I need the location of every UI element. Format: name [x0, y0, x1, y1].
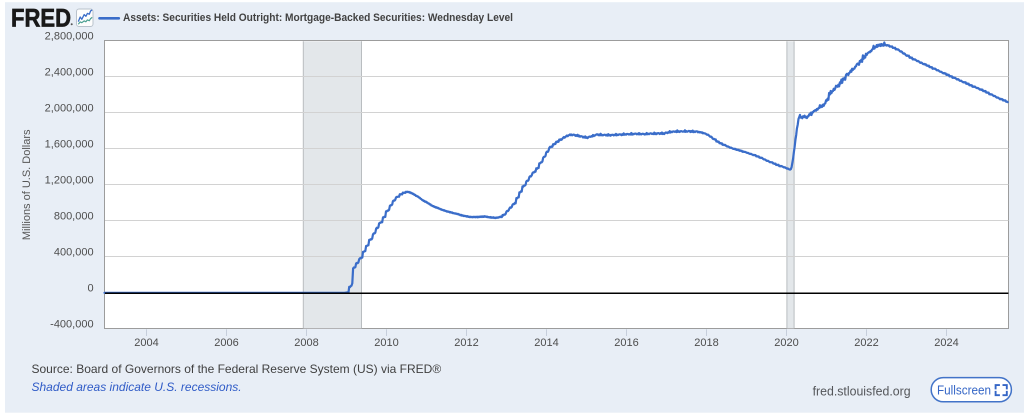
- svg-text:2,000,000: 2,000,000: [45, 102, 94, 114]
- svg-text:2,800,000: 2,800,000: [45, 30, 94, 42]
- svg-text:2016: 2016: [614, 337, 638, 349]
- svg-text:2018: 2018: [694, 337, 718, 349]
- svg-text:2010: 2010: [374, 337, 398, 349]
- svg-text:2012: 2012: [454, 337, 478, 349]
- svg-text:2006: 2006: [214, 337, 238, 349]
- svg-text:2008: 2008: [294, 337, 318, 349]
- svg-text:Fullscreen: Fullscreen: [937, 383, 991, 398]
- svg-text:1,600,000: 1,600,000: [45, 138, 94, 150]
- svg-text:800,000: 800,000: [54, 210, 94, 222]
- svg-text:400,000: 400,000: [54, 246, 94, 258]
- svg-text:Assets: Securities Held Outrig: Assets: Securities Held Outright: Mortga…: [123, 12, 513, 24]
- svg-text:2,400,000: 2,400,000: [45, 66, 94, 78]
- svg-text:Shaded areas indicate U.S. rec: Shaded areas indicate U.S. recessions.: [32, 380, 242, 394]
- svg-text:Millions of U.S. Dollars: Millions of U.S. Dollars: [21, 129, 33, 240]
- svg-text:2022: 2022: [854, 337, 878, 349]
- svg-text:2014: 2014: [534, 337, 558, 349]
- svg-text:1,200,000: 1,200,000: [45, 174, 94, 186]
- svg-text:0: 0: [87, 282, 93, 294]
- svg-text:Source: Board of Governors of: Source: Board of Governors of the Federa…: [32, 362, 442, 376]
- svg-text:2020: 2020: [774, 337, 798, 349]
- svg-text:fred.stlouisfed.org: fred.stlouisfed.org: [813, 385, 911, 399]
- svg-text:2024: 2024: [934, 337, 958, 349]
- svg-text:2004: 2004: [134, 337, 158, 349]
- svg-text:-400,000: -400,000: [50, 318, 93, 330]
- svg-text:FRED: FRED: [11, 4, 71, 32]
